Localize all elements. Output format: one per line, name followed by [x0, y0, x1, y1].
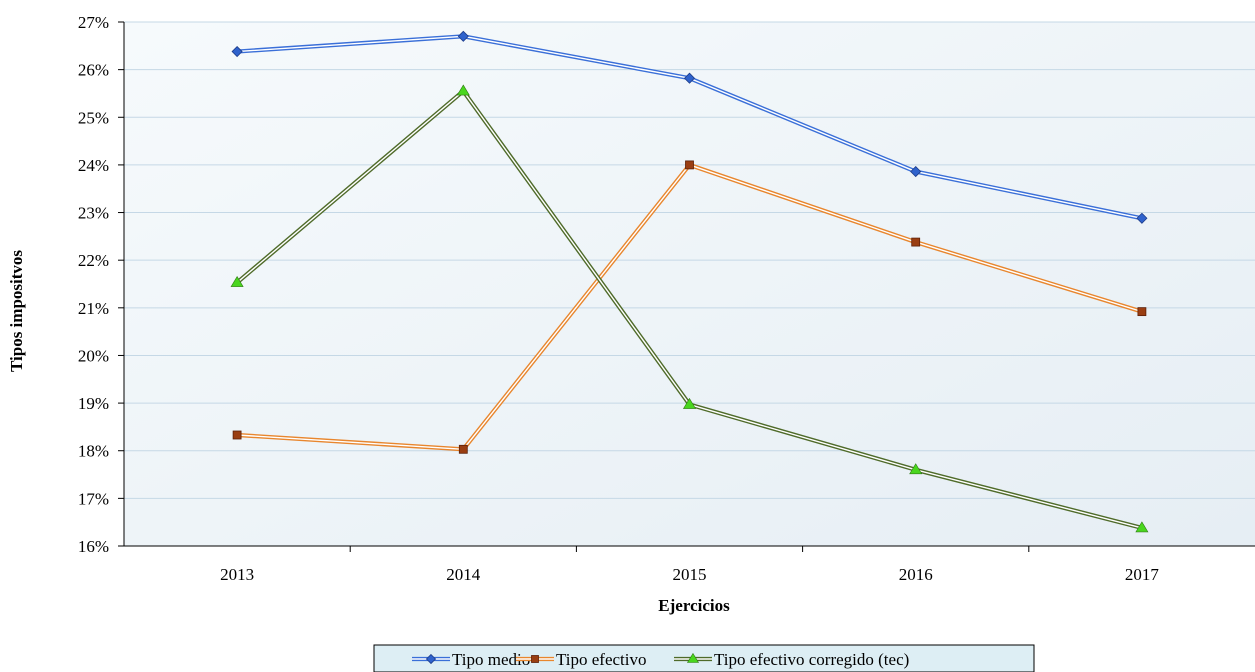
axes	[118, 21, 1255, 552]
data-point-triangle	[686, 652, 700, 663]
x-tick-label: 2014	[446, 565, 481, 584]
y-tick-label: 19%	[78, 394, 109, 413]
series-line-3	[230, 84, 1149, 533]
gridlines	[124, 21, 1255, 499]
data-point-square	[685, 160, 694, 170]
y-tick-labels: 16% 17% 18% 19% 20% 21% 22% 23% 24% 25% 26% 27%	[78, 13, 109, 556]
y-tick-label: 22%	[78, 251, 109, 270]
y-tick-label: 25%	[78, 108, 109, 127]
y-tick-label: 26%	[78, 61, 109, 80]
legend-item-1: Tipo medio	[412, 650, 530, 669]
data-point-diamond	[910, 166, 922, 178]
data-point-diamond	[457, 30, 469, 42]
y-tick-label: 18%	[78, 442, 109, 461]
data-point-diamond	[1136, 212, 1148, 224]
data-point-diamond	[231, 45, 243, 58]
legend-item-3: Tipo efectivo corregido (tec)	[674, 650, 909, 669]
y-tick-label: 27%	[78, 13, 109, 32]
y-tick-label: 24%	[78, 156, 109, 175]
data-point-triangle	[230, 275, 244, 287]
x-tick-label: 2017	[1125, 565, 1160, 584]
data-point-diamond	[425, 653, 437, 665]
data-point-square	[232, 430, 242, 440]
data-point-triangle	[1135, 521, 1149, 533]
legend-label: Tipo efectivo	[556, 650, 647, 669]
y-tick-label: 20%	[78, 346, 109, 365]
x-tick-label: 2016	[899, 565, 933, 584]
x-tick-label: 2013	[220, 565, 254, 584]
x-tick-label: 2015	[673, 565, 707, 584]
plot-area	[124, 22, 1255, 546]
data-point-square	[458, 444, 468, 454]
legend: Tipo medio Tipo efectivo Tipo efectivo cor…	[373, 644, 1035, 672]
y-tick-label: 16%	[78, 537, 109, 556]
y-tick-label: 17%	[78, 489, 109, 508]
legend-label: Tipo efectivo corregido (tec)	[714, 650, 909, 669]
y-tick-label: 23%	[78, 204, 109, 223]
y-tick-label: 21%	[78, 299, 109, 318]
y-axis-label: Tipos impositvos	[7, 250, 26, 372]
x-axis-label: Ejercicios	[658, 596, 730, 615]
data-point-square	[1137, 307, 1147, 317]
data-point-diamond	[683, 72, 696, 84]
series-line-1	[231, 30, 1148, 224]
series-line-2	[232, 160, 1147, 454]
data-point-triangle	[909, 463, 923, 475]
x-tick-labels: 2013 2014 2015 2016 2017	[220, 565, 1159, 584]
data-point-square	[911, 237, 921, 247]
series-group	[230, 30, 1149, 533]
data-point-triangle	[682, 397, 697, 409]
data-point-triangle	[456, 84, 470, 96]
legend-item-2: Tipo efectivo	[516, 650, 647, 669]
data-point-square	[531, 655, 539, 663]
legend-label: Tipo medio	[452, 650, 530, 669]
